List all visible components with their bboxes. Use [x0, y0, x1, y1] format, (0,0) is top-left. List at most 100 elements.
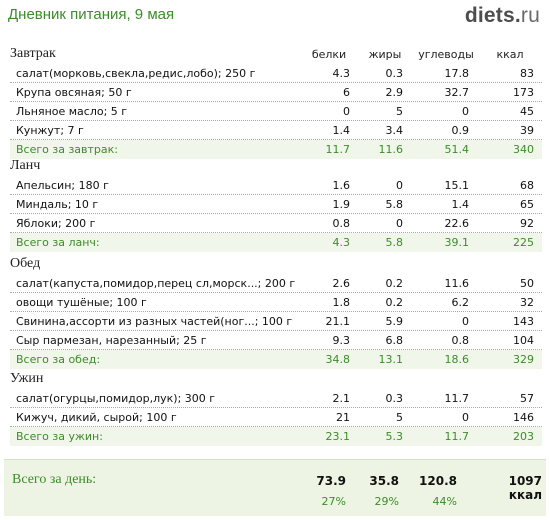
kcal-value: 329	[513, 353, 534, 366]
section-title-lunch: Ланч	[10, 158, 41, 173]
protein-value: 4.3	[332, 67, 351, 80]
row-separator	[10, 292, 542, 293]
carbs-value: 11.7	[444, 430, 470, 443]
carbs-value: 17.8	[444, 67, 470, 80]
food-row[interactable]: салат(морковь,свекла,редис,лобо); 250 г 4…	[10, 64, 542, 83]
day-fat-percent: 29%	[374, 495, 399, 508]
food-name: Миндаль; 10 г	[16, 198, 99, 211]
food-name: Кунжут; 7 г	[16, 124, 84, 137]
protein-value: 1.6	[332, 179, 351, 192]
kcal-value: 92	[520, 217, 534, 230]
carbs-value: 0	[462, 315, 469, 328]
kcal-value: 340	[513, 143, 534, 156]
food-name: салат(огурцы,помидор,лук); 300 г	[16, 392, 216, 405]
row-separator	[10, 407, 542, 408]
protein-value: 1.4	[332, 124, 351, 137]
food-row[interactable]: Свинина,ассорти из разных частей(ног...;…	[10, 312, 542, 331]
carbs-value: 11.7	[444, 392, 470, 405]
protein-value: 21.1	[325, 315, 351, 328]
kcal-value: 146	[513, 411, 534, 424]
fat-value: 5	[396, 411, 403, 424]
carbs-value: 15.1	[444, 179, 470, 192]
carbs-value: 11.6	[444, 277, 470, 290]
food-name: салат(капуста,помидор,перец сл,морск...;…	[16, 277, 296, 290]
food-row[interactable]: овощи тушёные; 100 г 1.8 0.2 6.2 32	[10, 293, 542, 312]
kcal-value: 65	[520, 198, 534, 211]
kcal-value: 173	[513, 86, 534, 99]
fat-value: 13.1	[378, 353, 404, 366]
row-separator	[10, 139, 542, 140]
day-total-box: Всего за день: 73.9 35.8 120.8 1097 ккал…	[4, 459, 546, 516]
kcal-value: 68	[520, 179, 534, 192]
food-name: Сыр пармезан, нарезанный; 25 г	[16, 334, 207, 347]
food-row[interactable]: Кунжут; 7 г 1.4 3.4 0.9 39	[10, 121, 542, 140]
food-row[interactable]: Льняное масло; 5 г 0 5 0 45	[10, 102, 542, 121]
logo-tld: ru	[520, 4, 540, 27]
site-logo[interactable]: diets.ru	[465, 4, 540, 28]
carbs-value: 0	[462, 411, 469, 424]
carbs-value: 32.7	[444, 86, 470, 99]
day-protein-percent: 27%	[321, 495, 346, 508]
total-row-lunch: Всего за ланч: 4.3 5.8 39.1 225	[10, 233, 542, 252]
carbs-value: 51.4	[444, 143, 470, 156]
protein-value: 0	[343, 105, 350, 118]
fat-value: 0	[396, 179, 403, 192]
total-label: Всего за обед:	[16, 353, 101, 366]
food-row[interactable]: Миндаль; 10 г 1.9 5.8 1.4 65	[10, 195, 542, 214]
section-title-supper: Ужин	[10, 371, 44, 386]
row-separator	[10, 330, 542, 331]
food-name: Яблоки; 200 г	[16, 217, 96, 230]
fat-value: 3.4	[385, 124, 404, 137]
kcal-value: 32	[520, 296, 534, 309]
carbs-value: 1.4	[451, 198, 470, 211]
food-row[interactable]: Сыр пармезан, нарезанный; 25 г 9.3 6.8 0.8 1…	[10, 331, 542, 350]
day-carbs-percent: 44%	[432, 495, 457, 508]
food-row[interactable]: Крупа овсяная; 50 г 6 2.9 32.7 173	[10, 83, 542, 102]
food-row[interactable]: Яблоки; 200 г 0.8 0 22.6 92	[10, 214, 542, 233]
day-total-protein: 73.9	[316, 474, 346, 488]
kcal-value: 45	[520, 105, 534, 118]
column-header-fat: жиры	[368, 48, 402, 61]
food-name: Свинина,ассорти из разных частей(ног...;…	[16, 315, 293, 328]
food-row[interactable]: Кижуч, дикий, сырой; 100 г 21 5 0 146	[10, 408, 542, 427]
row-separator	[10, 311, 542, 312]
total-label: Всего за ланч:	[16, 236, 100, 249]
carbs-value: 6.2	[451, 296, 470, 309]
fat-value: 5.9	[385, 315, 404, 328]
fat-value: 11.6	[378, 143, 404, 156]
row-separator	[10, 349, 542, 350]
protein-value: 0.8	[332, 217, 351, 230]
protein-value: 4.3	[332, 236, 351, 249]
kcal-value: 104	[513, 334, 534, 347]
total-label: Всего за завтрак:	[16, 143, 119, 156]
fat-value: 2.9	[385, 86, 404, 99]
carbs-value: 0	[462, 105, 469, 118]
fat-value: 5.3	[385, 430, 404, 443]
column-header-protein: белки	[311, 48, 347, 61]
food-row[interactable]: салат(капуста,помидор,перец сл,морск...;…	[10, 274, 542, 293]
day-total-label: Всего за день:	[12, 472, 97, 487]
carbs-value: 0.9	[451, 124, 470, 137]
food-name: Льняное масло; 5 г	[16, 105, 128, 118]
protein-value: 9.3	[332, 334, 351, 347]
row-separator	[10, 82, 542, 83]
fat-value: 0	[396, 217, 403, 230]
protein-value: 1.8	[332, 296, 351, 309]
food-row[interactable]: Апельсин; 180 г 1.6 0 15.1 68	[10, 176, 542, 195]
kcal-value: 57	[520, 392, 534, 405]
fat-value: 6.8	[385, 334, 404, 347]
protein-value: 21	[336, 411, 350, 424]
section-title-dinner: Обед	[10, 256, 41, 271]
protein-value: 11.7	[325, 143, 351, 156]
food-name: Крупа овсяная; 50 г	[16, 86, 132, 99]
carbs-value: 18.6	[444, 353, 470, 366]
row-separator	[10, 194, 542, 195]
food-name: Апельсин; 180 г	[16, 179, 109, 192]
carbs-value: 39.1	[444, 236, 470, 249]
protein-value: 2.1	[332, 392, 351, 405]
food-name: овощи тушёные; 100 г	[16, 296, 147, 309]
section-title-breakfast: Завтрак	[10, 46, 56, 61]
food-row[interactable]: салат(огурцы,помидор,лук); 300 г 2.1 0.3 11…	[10, 389, 542, 408]
fat-value: 5	[396, 105, 403, 118]
kcal-value: 225	[513, 236, 534, 249]
